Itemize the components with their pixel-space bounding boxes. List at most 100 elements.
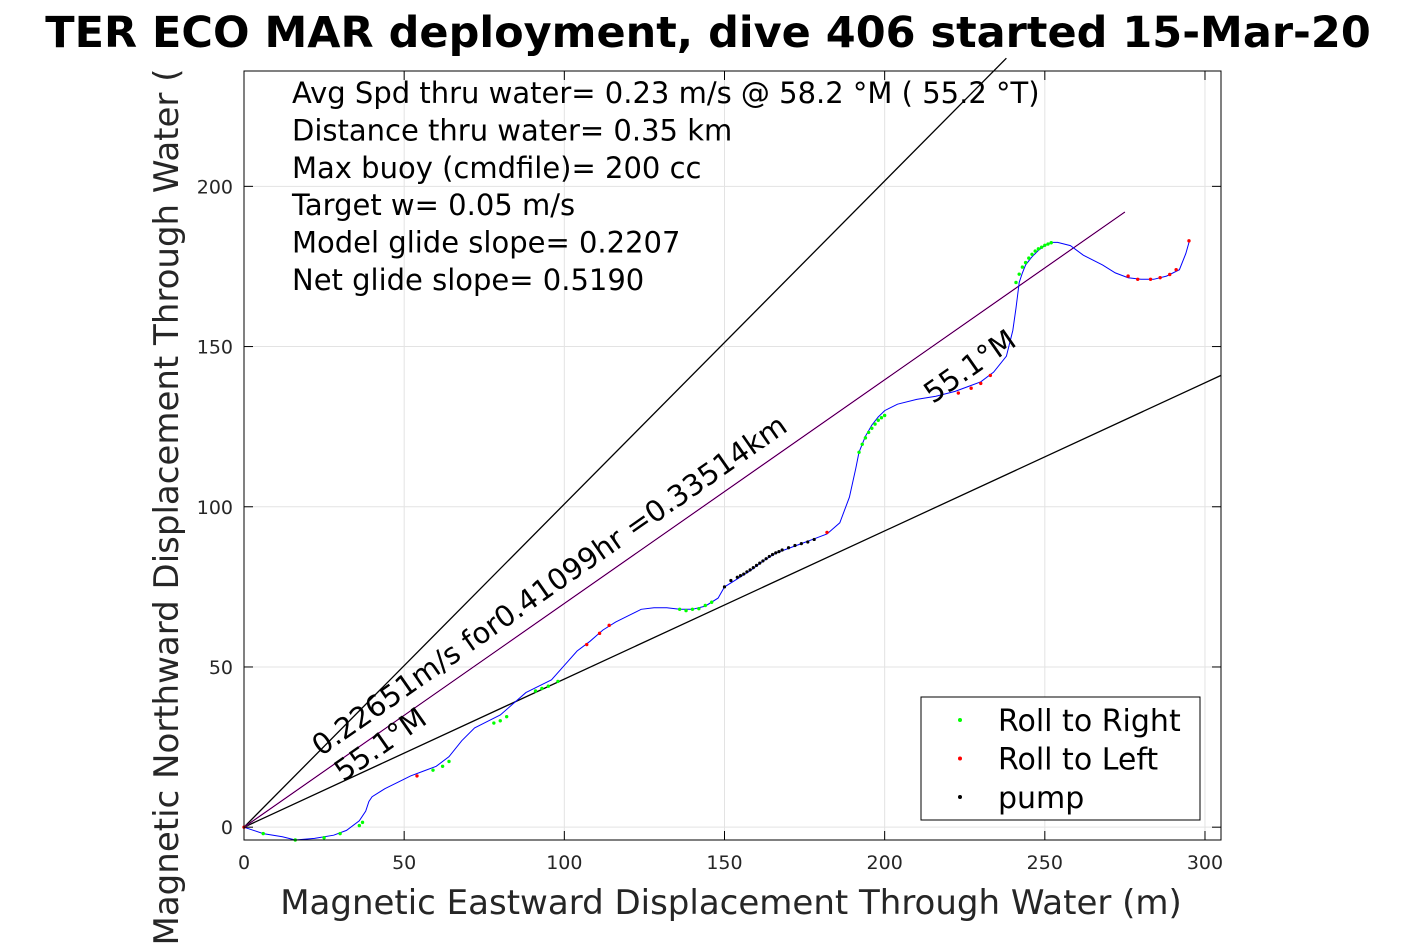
annotations: 0.22651m/s for0.41099hr =0.33514km 55.1°M…: [305, 322, 1022, 788]
point-roll-to-right: [882, 413, 887, 418]
point-roll-to-right: [546, 684, 551, 688]
point-roll-to-right: [1023, 260, 1028, 265]
point-roll-to-right: [492, 721, 496, 725]
axes-box: [243, 70, 1222, 841]
stats-line: Target w= 0.05 m/s: [291, 188, 575, 222]
point-roll-to-right: [556, 679, 560, 684]
point-roll-to-right: [540, 686, 544, 691]
point-roll-to-right: [498, 719, 502, 723]
reference-line-cone-lower: [243, 374, 1222, 828]
point-roll-to-right: [338, 831, 342, 836]
point-roll-to-right: [870, 426, 874, 430]
stats-line: Distance thru water= 0.35 km: [292, 113, 732, 147]
x-tick-label: 0: [238, 852, 250, 874]
points-layer: [242, 239, 1191, 842]
point-pump: [758, 561, 762, 565]
point-roll-to-right: [879, 415, 884, 420]
point-roll-to-right: [697, 606, 701, 611]
y-tick-label: 150: [197, 337, 233, 359]
point-roll-to-left: [415, 774, 419, 778]
point-pump: [754, 563, 759, 568]
point-roll-to-right: [873, 422, 877, 426]
x-tick-label: 250: [1027, 852, 1063, 874]
reference-line-cone-upper: [243, 57, 1007, 828]
stats-box: Avg Spd thru water= 0.23 m/s @ 58.2 °M (…: [291, 76, 1040, 297]
point-roll-to-right: [1017, 272, 1021, 276]
y-tick-label: 100: [197, 497, 233, 519]
chart-title: TER ECO MAR deployment, dive 406 started…: [45, 8, 1371, 58]
point-roll-to-right: [1039, 245, 1044, 249]
point-pump: [735, 575, 739, 579]
annotation-label: 0.22651m/s for0.41099hr =0.33514km: [305, 408, 793, 763]
point-roll-to-right: [322, 836, 326, 840]
point-roll-to-right: [690, 607, 695, 611]
point-pump: [729, 578, 733, 583]
point-roll-to-right: [1036, 247, 1041, 251]
annotation-label: 55.1°M: [917, 322, 1022, 409]
legend-marker-pump: [958, 795, 962, 799]
point-pump: [780, 548, 784, 552]
point-roll-to-right: [1014, 280, 1018, 285]
point-pump: [742, 572, 746, 576]
point-roll-to-right: [1030, 252, 1034, 256]
point-roll-to-left: [825, 530, 829, 535]
legend-entry: Roll to Right: [998, 704, 1181, 739]
point-roll-to-left: [1136, 277, 1140, 281]
x-axis-label: Magnetic Eastward Displacement Through W…: [280, 883, 1182, 923]
point-roll-to-right: [431, 768, 435, 772]
legend-entry: Roll to Left: [998, 743, 1158, 778]
point-pump: [774, 551, 778, 555]
point-roll-to-left: [1168, 272, 1172, 277]
x-tick-label: 300: [1187, 852, 1223, 874]
x-tick-label: 50: [392, 852, 416, 874]
point-pump: [786, 546, 791, 550]
point-pump: [751, 566, 755, 570]
stats-line: Model glide slope= 0.2207: [292, 226, 680, 260]
point-roll-to-right: [440, 764, 445, 769]
point-roll-to-right: [1046, 242, 1050, 246]
stats-line: Max buoy (cmdfile)= 200 cc: [292, 151, 701, 185]
stats-line: Avg Spd thru water= 0.23 m/s @ 58.2 °M (…: [292, 76, 1040, 110]
point-roll-to-right: [709, 600, 714, 604]
point-roll-to-left: [1148, 277, 1153, 281]
point-roll-to-right: [684, 608, 688, 613]
point-pump: [764, 557, 768, 561]
point-roll-to-left: [979, 381, 983, 386]
point-roll-to-right: [1027, 256, 1031, 260]
point-pump: [799, 542, 803, 546]
point-roll-to-right: [1033, 249, 1037, 253]
point-roll-to-right: [360, 820, 365, 825]
legend-marker-roll-to-right: [958, 718, 962, 722]
point-roll-to-left: [969, 386, 973, 390]
point-pump: [812, 537, 816, 542]
y-tick-label: 0: [221, 817, 233, 839]
point-pump: [767, 554, 771, 559]
point-pump: [770, 552, 775, 557]
point-pump: [738, 574, 743, 578]
x-tick-label: 100: [546, 852, 582, 874]
y-tick-label: 50: [209, 657, 233, 679]
point-roll-to-right: [261, 831, 265, 836]
point-roll-to-right: [447, 759, 451, 764]
point-roll-to-right: [504, 714, 509, 719]
grid: [243, 71, 1221, 840]
point-pump: [777, 550, 781, 554]
reference-lines: [243, 57, 1222, 828]
x-tick-label: 150: [706, 852, 742, 874]
ticks: 0 50 100 150 200 250 300 0 50 100 150 200: [197, 71, 1223, 874]
point-roll-to-right: [1049, 241, 1053, 245]
point-roll-to-left: [1126, 274, 1130, 278]
point-roll-to-right: [860, 442, 864, 446]
point-roll-to-left: [1174, 267, 1178, 272]
point-roll-to-left: [988, 373, 993, 378]
point-roll-to-right: [863, 436, 868, 440]
x-tick-label: 200: [867, 852, 903, 874]
legend-marker-roll-to-left: [958, 756, 962, 761]
point-pump: [748, 568, 752, 572]
point-roll-to-right: [866, 430, 871, 435]
reference-line-net-heading-dark: [243, 211, 1126, 828]
point-roll-to-right: [533, 689, 538, 693]
point-roll-to-left: [1158, 275, 1162, 280]
point-pump: [761, 559, 765, 563]
